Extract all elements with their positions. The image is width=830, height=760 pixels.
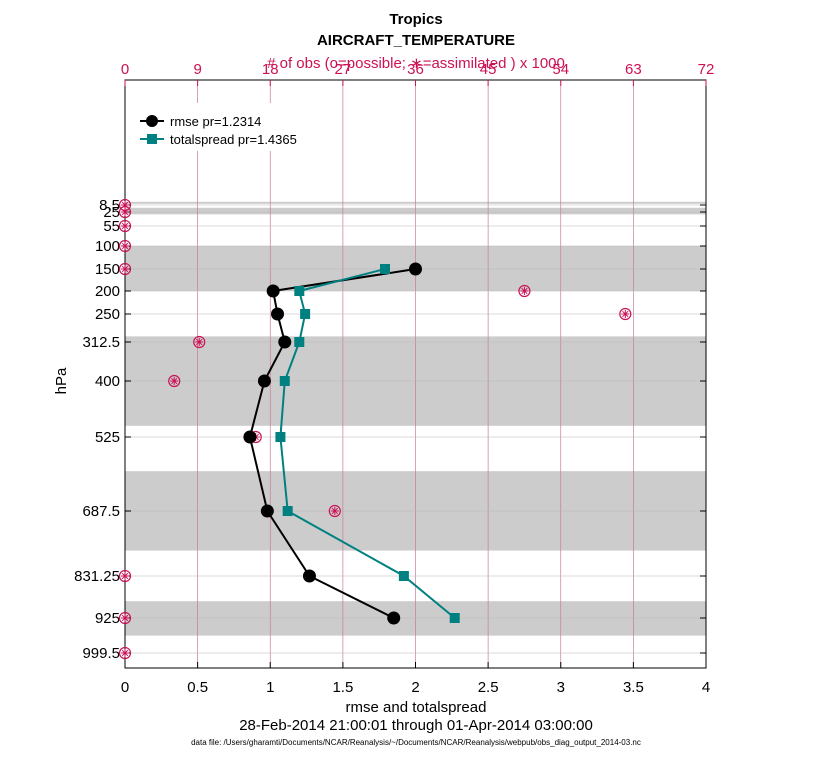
y-tick-label: 525 [95, 429, 120, 446]
x-axis-label: rmse and totalspread [346, 699, 487, 716]
totalspread-point [275, 432, 286, 442]
x-axis-ticks: 0 0.5 1 1.5 2 2.5 3 3.5 4 [121, 662, 710, 696]
x-tick-label: 2.5 [478, 679, 499, 696]
y-tick-label: 200 [95, 283, 120, 300]
totalspread-point [398, 571, 409, 581]
obs-assimilated-marker [121, 614, 129, 622]
legend-spread-label: totalspread pr=1.4365 [170, 132, 297, 147]
obs-possible-marker [619, 307, 632, 321]
top-tick-label: 45 [480, 61, 497, 78]
y-tick-label: 925 [95, 610, 120, 627]
top-tick-label: 54 [552, 61, 569, 78]
series-line-rmse [248, 268, 416, 619]
obs-possible-marker [118, 205, 132, 219]
totalspread-point [449, 613, 460, 623]
top-tick-label: 36 [407, 61, 424, 78]
obs-assimilated-marker [520, 287, 529, 295]
x-tick-label: 1.5 [332, 679, 353, 696]
x-tick-label: 0.5 [187, 679, 208, 696]
obs-possible-marker [118, 569, 132, 583]
legend-rmse-marker [146, 115, 158, 127]
x-tick-label: 3 [557, 679, 565, 696]
y-tick-label: 250 [95, 306, 120, 323]
x-tick-label: 3.5 [623, 679, 644, 696]
totalspread-point [379, 264, 390, 274]
data-file-footnote: data file: /Users/gharamti/Documents/NCA… [191, 738, 641, 747]
obs-assimilated-marker [121, 242, 129, 250]
obs-assimilated-marker [121, 649, 129, 657]
obs-possible-marker [118, 262, 132, 276]
y-tick-label: 312.5 [82, 334, 120, 351]
rmse-point [257, 374, 271, 388]
obs-possible-marker [193, 335, 206, 349]
top-tick-label: 9 [193, 61, 201, 78]
obs-possible-marker [518, 284, 531, 298]
obs-possible-marker [118, 219, 132, 233]
top-axis-label: # of obs (o=possible; ∗=assimilated ) x … [267, 55, 565, 72]
legend: rmse pr=1.2314 totalspread pr=1.4365 [128, 103, 333, 151]
y-tick-label: 100 [95, 238, 120, 255]
rmse-point [266, 284, 280, 298]
x-tick-label: 1 [266, 679, 274, 696]
y-tick-label: 687.5 [82, 503, 120, 520]
top-tick-label: 0 [121, 61, 129, 78]
legend-spread-marker [147, 134, 157, 144]
top-tick-label: 18 [262, 61, 279, 78]
obs-possible-marker [168, 374, 181, 388]
rmse-point [409, 262, 422, 276]
obs-assimilated-marker [330, 507, 339, 515]
obs-assimilated-marker [170, 377, 179, 385]
x-tick-label: 2 [411, 679, 419, 696]
legend-rmse-label: rmse pr=1.2314 [170, 114, 261, 129]
totalspread-point [282, 506, 293, 516]
y-axis-label: hPa [53, 367, 70, 394]
legend-box [128, 103, 333, 151]
x-tick-label: 0 [121, 679, 129, 696]
obs-assimilated-marker [121, 265, 129, 273]
top-tick-label: 72 [698, 61, 715, 78]
y-tick-label: 8.5 [99, 197, 120, 214]
rmse-point [271, 307, 285, 321]
y-tick-label: 831.25 [74, 568, 120, 585]
y-tick-label: 999.5 [82, 645, 120, 662]
obs-possible-marker [118, 611, 132, 625]
obs-assimilated-marker [195, 338, 204, 346]
grid [125, 80, 706, 668]
top-tick-label: 27 [335, 61, 352, 78]
top-axis-ticks: 0 9 18 27 36 45 54 63 72 [121, 61, 715, 86]
y-tick-label: 150 [95, 261, 120, 278]
chart-title: Tropics [389, 11, 442, 28]
totalspread-point [294, 286, 305, 296]
top-tick-label: 63 [625, 61, 642, 78]
series-layer [243, 262, 460, 625]
rmse-point [260, 504, 274, 518]
obs-possible-marker [118, 239, 132, 253]
y-tick-label: 55 [103, 218, 120, 235]
series-line-totalspread [279, 268, 456, 619]
obs-assimilated-marker [121, 208, 129, 216]
rmse-point [302, 569, 316, 583]
totalspread-point [294, 337, 305, 347]
y-tick-label: 25 [103, 204, 120, 221]
obs-count-markers [118, 198, 632, 660]
obs-assimilated-marker [121, 572, 129, 580]
rmse-point [278, 335, 292, 349]
totalspread-point [279, 376, 290, 386]
obs-assimilated-marker [121, 222, 129, 230]
totalspread-point [300, 309, 311, 319]
chart-subtitle: AIRCRAFT_TEMPERATURE [317, 32, 515, 49]
date-range: 28-Feb-2014 21:00:01 through 01-Apr-2014… [239, 717, 593, 734]
rmse-point [387, 611, 401, 625]
x-tick-label: 4 [702, 679, 710, 696]
obs-assimilated-marker [621, 310, 630, 318]
obs-possible-marker [328, 504, 341, 518]
y-tick-label: 400 [95, 373, 120, 390]
obs-possible-marker [118, 646, 132, 660]
rmse-point [243, 430, 257, 444]
